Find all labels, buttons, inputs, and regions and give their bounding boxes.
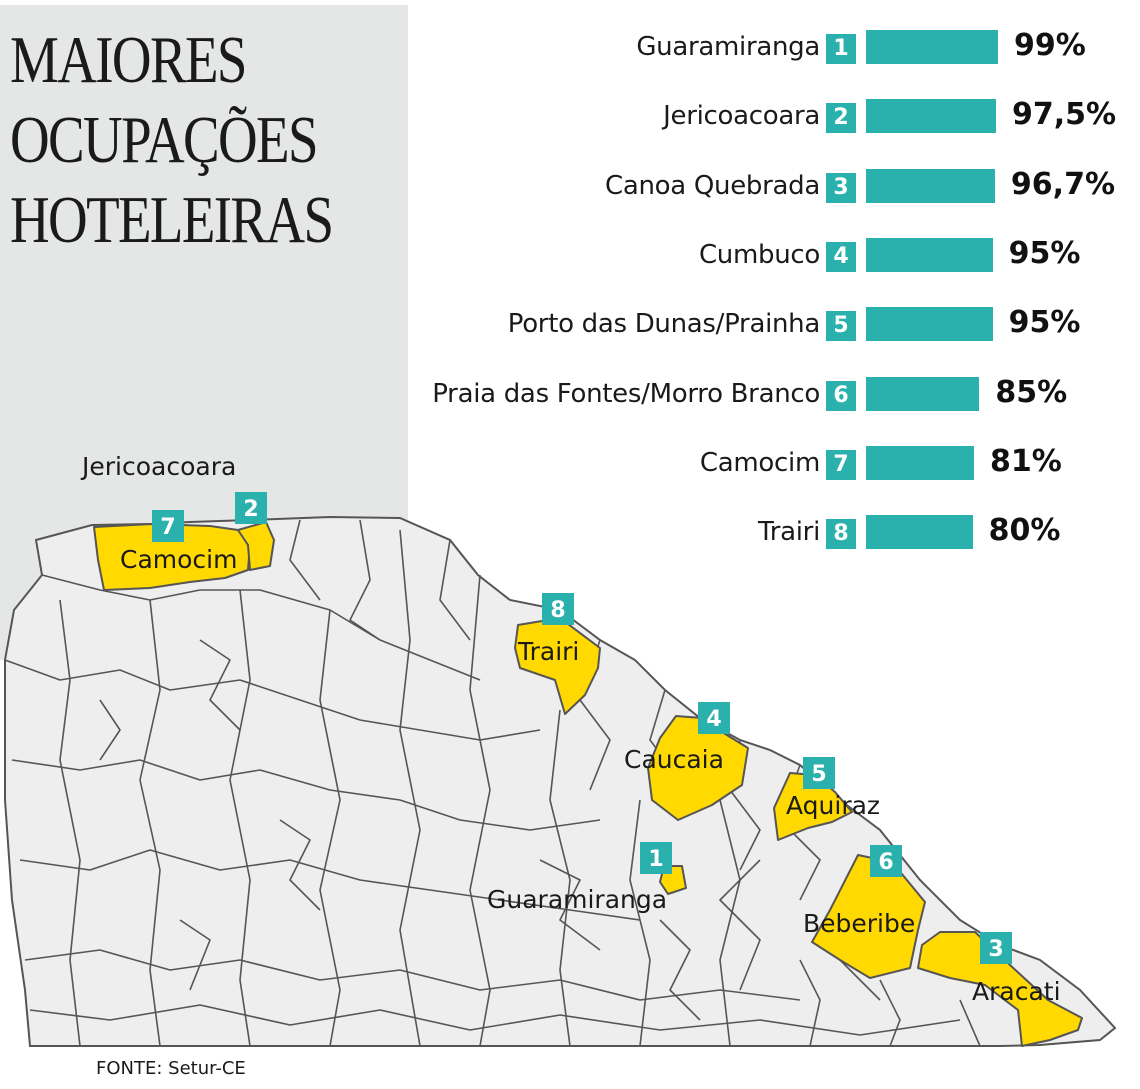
source-note: FONTE: Setur-CE (96, 1058, 246, 1079)
rank-value: 96,7% (1010, 166, 1115, 202)
rank-badge: 8 (826, 519, 856, 550)
rank-row: Guaramiranga 1 99% (0, 24, 1140, 68)
label-caucaia: Caucaia (624, 745, 724, 774)
rank-row: Jericoacoara 2 97,5% (0, 93, 1140, 137)
label-camocim: Camocim (120, 545, 237, 574)
rank-row: Canoa Quebrada 3 96,7% (0, 163, 1140, 207)
area-trairi (514, 617, 601, 715)
pin-7: 7 (152, 510, 184, 542)
rank-row: Trairi 8 80% (0, 509, 1140, 553)
rank-badge: 6 (826, 380, 856, 411)
rank-bar (866, 237, 993, 272)
rank-bar (866, 30, 998, 64)
chart-title: MAIORES OCUPAÇÕES HOTELEIRAS (10, 20, 334, 260)
area-aracati (917, 931, 1083, 1047)
svg-text:5: 5 (811, 762, 826, 787)
pin-3: 3 (980, 932, 1012, 964)
rank-value: 95% (1008, 235, 1081, 271)
label-aracati: Aracati (972, 977, 1061, 1006)
area-beberibe (811, 854, 926, 979)
rank-label: Canoa Quebrada (605, 170, 820, 201)
svg-text:3: 3 (988, 937, 1003, 962)
rank-badge: 5 (826, 311, 856, 342)
map-labels: Jericoacoara Camocim Trairi Caucaia Aqui… (80, 452, 1061, 1006)
rank-badge: 3 (826, 172, 856, 203)
svg-text:4: 4 (706, 707, 721, 732)
municipal-borders (4, 519, 981, 1047)
rank-bar (866, 168, 995, 203)
rank-label: Jericoacoara (663, 101, 820, 132)
svg-text:7: 7 (160, 515, 175, 540)
label-guaramiranga: Guaramiranga (487, 885, 667, 914)
pin-1: 1 (640, 842, 672, 874)
rank-value: 95% (1008, 305, 1081, 341)
rank-bar (866, 307, 993, 342)
label-trairi: Trairi (517, 637, 579, 666)
map-pins: 7 2 8 4 5 1 6 3 (152, 492, 1012, 964)
rank-label: Camocim (699, 447, 820, 478)
rank-badge: 4 (826, 241, 856, 272)
title-line-1: MAIORES (10, 23, 247, 97)
svg-text:8: 8 (550, 598, 565, 623)
rank-bar (866, 99, 996, 134)
rank-bar (866, 515, 973, 550)
rank-badge: 1 (826, 34, 856, 64)
rank-value: 99% (1014, 28, 1086, 63)
pin-5: 5 (803, 757, 835, 789)
rank-label: Guaramiranga (636, 32, 820, 62)
rank-row: Praia das Fontes/Morro Branco 6 85% (0, 371, 1140, 415)
rank-value: 80% (988, 513, 1061, 549)
label-jericoacoara: Jericoacoara (80, 452, 236, 481)
title-line-2: OCUPAÇÕES (10, 103, 318, 177)
svg-text:2: 2 (243, 497, 258, 522)
rank-label: Trairi (757, 517, 820, 548)
pin-8: 8 (542, 593, 574, 625)
pin-4: 4 (698, 702, 730, 734)
rank-label: Praia das Fontes/Morro Branco (432, 378, 820, 409)
pin-6: 6 (870, 845, 902, 877)
rank-label: Porto das Dunas/Prainha (507, 309, 821, 340)
rank-label: Cumbuco (698, 239, 820, 270)
rank-row: Porto das Dunas/Prainha 5 95% (0, 301, 1140, 345)
rank-badge: 2 (826, 103, 856, 134)
highlighted-municipalities (93, 521, 1083, 1047)
rank-row: Cumbuco 4 95% (0, 232, 1140, 276)
label-beberibe: Beberibe (803, 909, 915, 938)
label-aquiraz: Aquiraz (786, 791, 880, 820)
rank-row: Camocim 7 81% (0, 440, 1140, 484)
rank-value: 97,5% (1012, 97, 1117, 133)
rank-bar (866, 376, 980, 411)
svg-text:6: 6 (878, 850, 893, 875)
area-camocim (93, 523, 251, 591)
rank-badge: 7 (826, 449, 856, 480)
rank-value: 81% (990, 443, 1062, 479)
rank-value: 85% (995, 374, 1068, 410)
pin-2: 2 (235, 492, 267, 524)
svg-text:1: 1 (648, 847, 663, 872)
title-line-3: HOTELEIRAS (10, 183, 334, 257)
rank-bar (866, 445, 974, 480)
